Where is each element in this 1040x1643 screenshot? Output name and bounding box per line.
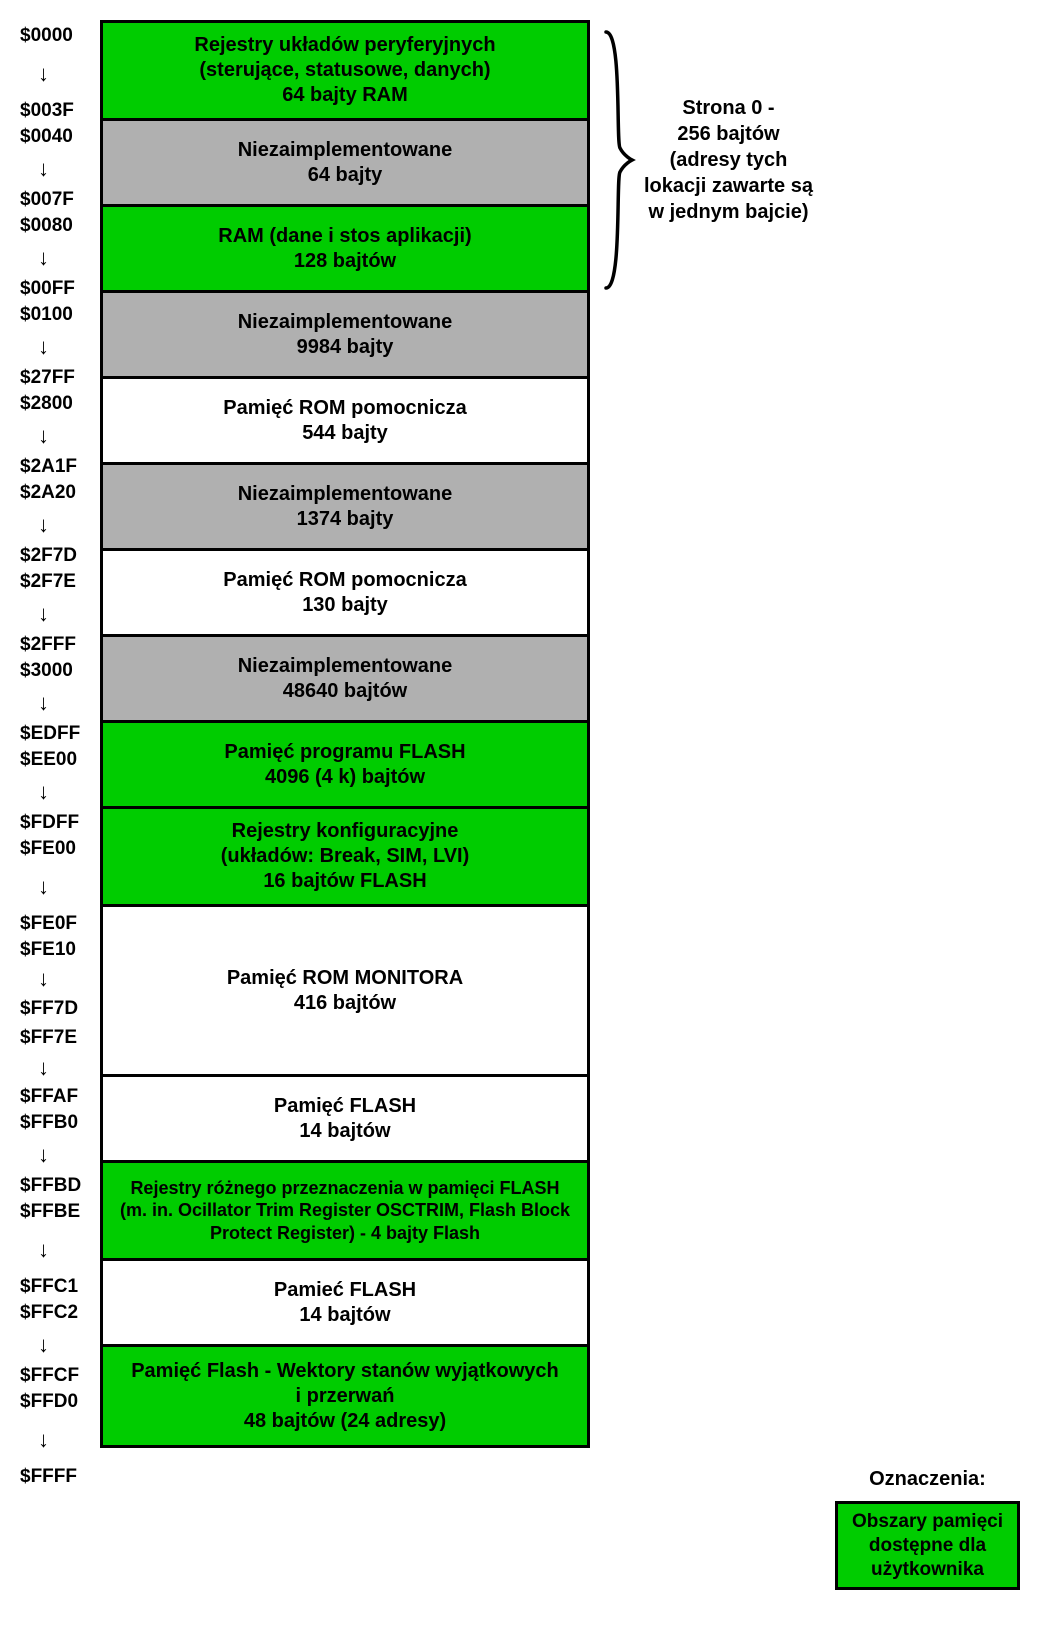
- legend-text-line: użytkownika: [852, 1558, 1003, 1582]
- region-text: 130 bajty: [302, 593, 388, 618]
- region-text: Pamięć ROM pomocnicza: [223, 568, 466, 593]
- region-text: Pamięć FLASH: [274, 1094, 416, 1119]
- address-range: $FE10↓$FF7D$FF7E↓$FFAF: [20, 937, 100, 1110]
- side-column: Strona 0 -256 bajtów(adresy tychlokacji …: [602, 20, 1020, 294]
- region-text: Niezaimplementowane: [238, 654, 453, 679]
- address-range: $0000↓$003F: [20, 23, 100, 124]
- region-text: Rejestry układów peryferyjnych: [194, 33, 495, 58]
- address-range: $2800↓$2A1F: [20, 391, 100, 480]
- address-range: $0080↓$00FF: [20, 213, 100, 302]
- region-text: Pamieć FLASH: [274, 1278, 416, 1303]
- region-text: 48640 bajtów: [283, 679, 408, 704]
- region-text: Niezaimplementowane: [238, 310, 453, 335]
- region-text: 416 bajtów: [294, 991, 396, 1016]
- address-range: $FFD0↓$FFFF: [20, 1389, 100, 1490]
- memory-region: Pamięć ROM pomocnicza130 bajty: [103, 551, 587, 637]
- region-text: 14 bajtów: [299, 1119, 390, 1144]
- legend-text-line: Obszary pamięci: [852, 1510, 1003, 1534]
- region-text: 64 bajty RAM: [282, 83, 408, 108]
- region-text: Rejestry konfiguracyjne: [232, 819, 459, 844]
- address-range: $FFC2↓$FFCF: [20, 1300, 100, 1389]
- region-text: 128 bajtów: [294, 249, 396, 274]
- region-text: 9984 bajty: [297, 335, 394, 360]
- page-zero-brace: Strona 0 -256 bajtów(adresy tychlokacji …: [602, 26, 1020, 294]
- region-text: (układów: Break, SIM, LVI): [221, 844, 470, 869]
- brace-text-line: Strona 0 -: [644, 95, 813, 121]
- memory-region: RAM (dane i stos aplikacji)128 bajtów: [103, 207, 587, 293]
- memory-region: Niezaimplementowane64 bajty: [103, 121, 587, 207]
- region-text: Protect Register) - 4 bajty Flash: [210, 1222, 480, 1245]
- memory-region: Pamięć ROM pomocnicza544 bajty: [103, 379, 587, 465]
- legend-title: Oznaczenia:: [835, 1468, 1020, 1491]
- page-zero-label: Strona 0 -256 bajtów(adresy tychlokacji …: [644, 95, 813, 225]
- region-text: 64 bajty: [308, 163, 382, 188]
- address-range: $2A20↓$2F7D: [20, 480, 100, 569]
- memory-region: Rejestry konfiguracyjne(układów: Break, …: [103, 809, 587, 907]
- address-range: $0100↓$27FF: [20, 302, 100, 391]
- address-range: $0040↓$007F: [20, 124, 100, 213]
- region-text: Niezaimplementowane: [238, 138, 453, 163]
- region-text: 1374 bajty: [297, 507, 394, 532]
- region-text: Pamięć ROM MONITORA: [227, 966, 463, 991]
- address-range: $2F7E↓$2FFF: [20, 569, 100, 658]
- memory-region: Pamięć ROM MONITORA416 bajtów: [103, 907, 587, 1077]
- memory-region: Niezaimplementowane48640 bajtów: [103, 637, 587, 723]
- memory-region: Pamięć Flash - Wektory stanów wyjątkowyc…: [103, 1347, 587, 1445]
- region-text: RAM (dane i stos aplikacji): [218, 224, 471, 249]
- region-text: Pamięć Flash - Wektory stanów wyjątkowyc…: [131, 1359, 559, 1384]
- brace-text-line: 256 bajtów: [644, 121, 813, 147]
- region-text: 544 bajty: [302, 421, 388, 446]
- address-column: $0000↓$003F$0040↓$007F$0080↓$00FF$0100↓$…: [20, 20, 100, 1490]
- region-text: 14 bajtów: [299, 1303, 390, 1328]
- legend-box: Obszary pamięcidostępne dlaużytkownika: [835, 1501, 1020, 1590]
- region-text: (sterujące, statusowe, danych): [199, 58, 490, 83]
- region-text: Pamięć programu FLASH: [224, 740, 465, 765]
- brace-text-line: lokacji zawarte są: [644, 173, 813, 199]
- region-text: 16 bajtów FLASH: [263, 869, 426, 894]
- region-text: Niezaimplementowane: [238, 482, 453, 507]
- region-text: (m. in. Ocillator Trim Register OSCTRIM,…: [120, 1199, 570, 1222]
- address-range: $FE00↓$FE0F: [20, 836, 100, 937]
- legend: Oznaczenia: Obszary pamięcidostępne dlau…: [835, 1468, 1020, 1590]
- legend-text-line: dostępne dla: [852, 1534, 1003, 1558]
- region-text: 4096 (4 k) bajtów: [265, 765, 425, 790]
- region-text: Rejestry różnego przeznaczenia w pamięci…: [130, 1177, 559, 1200]
- region-text: 48 bajtów (24 adresy): [244, 1409, 446, 1434]
- memory-region: Niezaimplementowane9984 bajty: [103, 293, 587, 379]
- memory-region: Rejestry różnego przeznaczenia w pamięci…: [103, 1163, 587, 1261]
- memory-region: Pamięć programu FLASH4096 (4 k) bajtów: [103, 723, 587, 809]
- brace-text-line: (adresy tych: [644, 147, 813, 173]
- memory-region: Pamieć FLASH14 bajtów: [103, 1261, 587, 1347]
- brace-icon: [602, 26, 636, 294]
- brace-text-line: w jednym bajcie): [644, 199, 813, 225]
- memory-region: Pamięć FLASH14 bajtów: [103, 1077, 587, 1163]
- region-text: i przerwań: [296, 1384, 395, 1409]
- memory-region: Rejestry układów peryferyjnych(sterujące…: [103, 23, 587, 121]
- address-range: $FFB0↓$FFBD: [20, 1110, 100, 1199]
- address-range: $FFBE↓$FFC1: [20, 1199, 100, 1300]
- region-text: Pamięć ROM pomocnicza: [223, 396, 466, 421]
- memory-region: Niezaimplementowane1374 bajty: [103, 465, 587, 551]
- memory-map-column: Rejestry układów peryferyjnych(sterujące…: [100, 20, 590, 1448]
- address-range: $3000↓$EDFF: [20, 658, 100, 747]
- address-range: $EE00↓$FDFF: [20, 747, 100, 836]
- memory-map-diagram: $0000↓$003F$0040↓$007F$0080↓$00FF$0100↓$…: [20, 20, 1020, 1490]
